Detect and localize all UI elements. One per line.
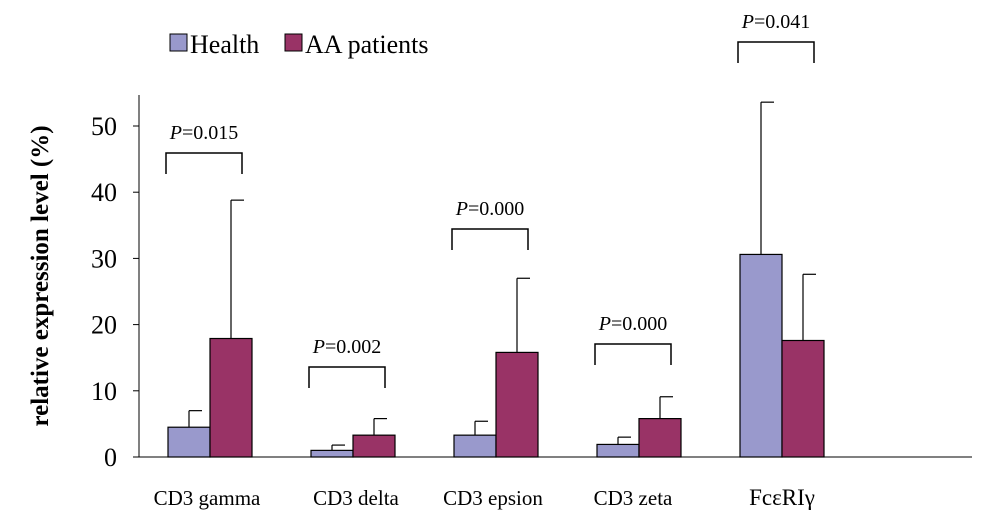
x-tick-label: FcεRIγ [749,485,815,510]
x-tick-label: CD3 zeta [594,486,673,510]
p-value-annotation: P=0.015 [165,122,243,174]
x-tick-label: CD3 gamma [154,486,261,510]
p-letter: P [598,313,611,335]
p-value-label: P=0.000 [455,198,525,220]
bar-aa-patients [638,418,682,458]
legend-swatch [284,33,303,52]
p-value-label: P=0.015 [169,122,239,144]
p-value: =0.002 [325,336,381,358]
bars [167,101,825,458]
p-value-label: P=0.041 [741,11,811,33]
legend-item: AA patients [284,30,429,59]
y-tick-label: 40 [91,178,117,207]
legend: Health AA patients [169,30,429,59]
legend-swatch [169,33,188,52]
bar-health [453,434,497,458]
p-letter: P [741,11,754,33]
p-letter: P [312,336,325,358]
axes [138,95,972,458]
bar-aa-patients [781,339,825,458]
y-axis-label: relative expression level (%) [27,125,54,426]
y-tick-label: 20 [91,311,117,340]
significance-bracket [737,41,815,63]
x-tick-label: CD3 epsion [443,486,543,510]
p-letter: P [169,122,182,144]
bar-aa-patients [352,434,396,458]
bar-health [310,449,354,458]
p-value: =0.015 [182,122,238,144]
significance-bracket [451,228,529,250]
p-value-annotation: P=0.000 [594,313,672,365]
p-value: =0.000 [611,313,667,335]
legend-item: Health [169,30,259,59]
bar-aa-patients [495,351,539,458]
legend-label: Health [190,30,259,59]
significance-bracket [594,343,672,365]
p-value: =0.041 [754,11,810,33]
bar-health [167,426,211,458]
significance-bracket [308,366,386,388]
legend-label: AA patients [305,30,429,59]
bar-aa-patients [209,337,253,458]
p-letter: P [455,198,468,220]
y-tick-label: 30 [91,244,117,273]
y-ticks: 0 10 20 30 40 50 [91,112,139,472]
y-tick-label: 0 [104,443,117,472]
p-value-annotation: P=0.041 [737,11,815,63]
p-value-annotation: P=0.002 [308,336,386,388]
p-value-label: P=0.000 [598,313,668,335]
x-tick-label: CD3 delta [313,486,399,510]
y-tick-label: 50 [91,112,117,141]
p-value: =0.000 [468,198,524,220]
bar-health [596,443,640,458]
y-tick-label: 10 [91,377,117,406]
bar-health [739,253,783,458]
p-value-annotation: P=0.000 [451,198,529,250]
category-labels: CD3 gamma CD3 delta CD3 epsion CD3 zeta FcεR… [154,485,815,510]
significance-bracket [165,152,243,174]
p-value-label: P=0.002 [312,336,382,358]
